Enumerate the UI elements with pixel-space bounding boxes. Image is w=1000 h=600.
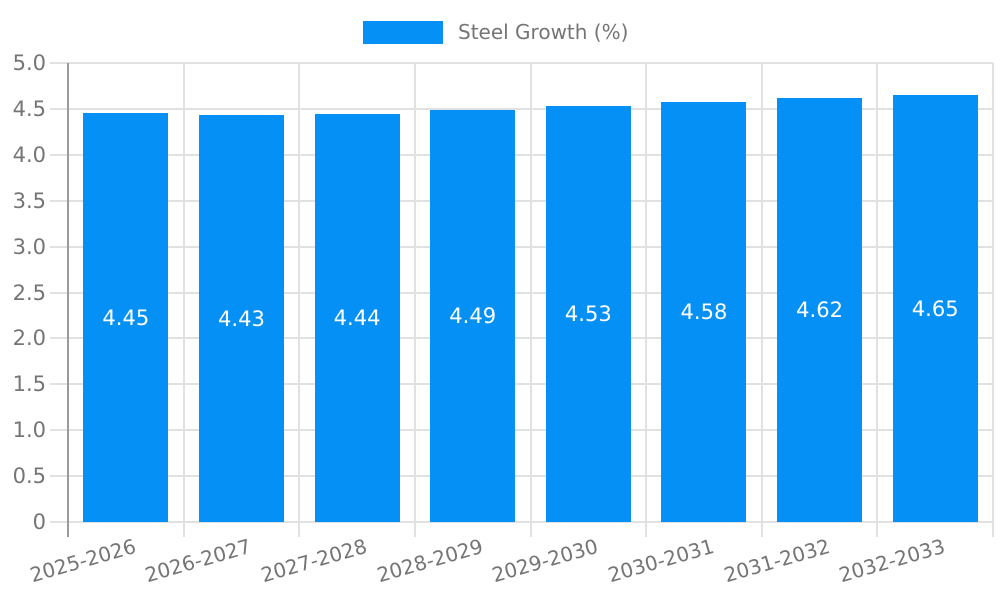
bar — [777, 97, 863, 522]
bar-value-label: 4.65 — [911, 296, 959, 321]
bar — [892, 95, 978, 522]
legend-label: Steel Growth (%) — [458, 20, 629, 44]
y-axis-tick-label: 3.5 — [12, 188, 46, 213]
x-axis-line — [50, 521, 993, 523]
y-axis-line — [67, 63, 69, 537]
bar-value-label: 4.62 — [796, 297, 843, 322]
x-gridline — [760, 63, 763, 522]
y-axis-tick-label: 2.5 — [12, 280, 46, 305]
legend[interactable]: Steel Growth (%) — [363, 20, 628, 44]
x-gridline — [413, 63, 416, 522]
y-gridline — [50, 337, 993, 340]
y-gridline — [50, 429, 993, 432]
x-gridline — [298, 63, 301, 522]
bar — [314, 114, 400, 522]
x-axis-tick — [876, 522, 879, 537]
y-axis-tick-label: 5.0 — [12, 51, 46, 75]
bar-value-label: 4.58 — [680, 299, 728, 324]
x-gridline — [645, 63, 648, 522]
y-axis-tick-label: 0 — [32, 510, 46, 534]
y-gridline — [50, 199, 993, 202]
y-axis-tick-label: 0.5 — [12, 464, 46, 489]
x-axis-tick — [529, 522, 532, 537]
y-gridline — [50, 62, 993, 64]
x-gridline — [992, 63, 994, 522]
y-gridline — [50, 245, 993, 248]
bar-value-label: 4.45 — [102, 305, 150, 330]
y-axis-tick-label: 4.0 — [12, 142, 46, 167]
bar-value-label: 4.44 — [333, 306, 381, 331]
y-gridline — [50, 291, 993, 294]
y-axis-tick-label: 4.5 — [12, 96, 46, 121]
bar — [430, 109, 516, 522]
x-axis-tick — [760, 522, 763, 537]
bar — [198, 115, 284, 522]
y-gridline — [50, 153, 993, 156]
y-gridline — [50, 107, 993, 110]
x-axis-tick — [413, 522, 416, 537]
x-axis-tick — [992, 522, 994, 537]
x-axis-tick — [298, 522, 301, 537]
legend-swatch — [363, 20, 443, 44]
y-gridline — [50, 475, 993, 478]
x-gridline — [182, 63, 185, 522]
x-gridline — [529, 63, 532, 522]
bar — [545, 106, 631, 522]
y-axis-tick-label: 2.0 — [12, 326, 46, 351]
bar-value-label: 4.43 — [218, 306, 265, 331]
x-axis-tick — [645, 522, 648, 537]
bar — [83, 113, 169, 522]
y-axis-tick-label: 3.0 — [12, 234, 46, 259]
y-gridline — [50, 383, 993, 386]
x-axis-tick — [182, 522, 185, 537]
x-gridline — [876, 63, 879, 522]
bar-value-label: 4.49 — [449, 303, 497, 328]
y-axis-tick-label: 1.0 — [12, 418, 46, 443]
bar-value-label: 4.53 — [564, 302, 612, 327]
y-axis-tick-label: 1.5 — [12, 372, 46, 397]
bar — [661, 101, 747, 522]
